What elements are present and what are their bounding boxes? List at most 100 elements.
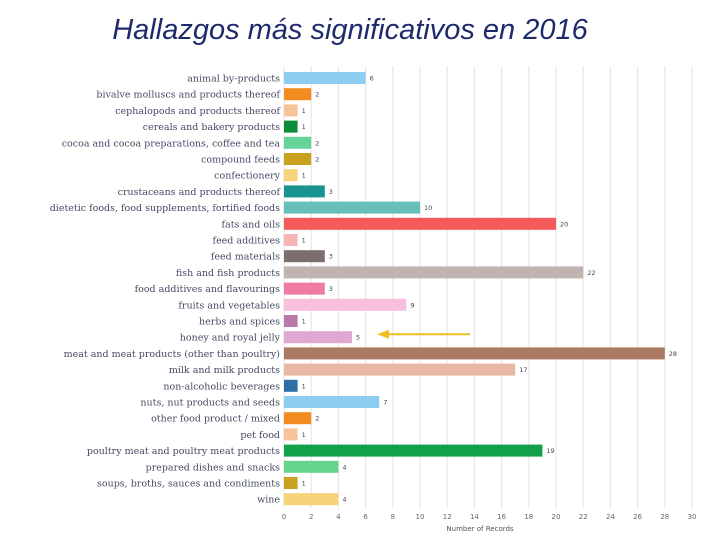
category-label: feed materials (211, 252, 280, 263)
value-label: 3 (329, 188, 333, 196)
bar (284, 153, 312, 165)
x-tick-label: 24 (606, 513, 615, 521)
bar (284, 493, 339, 506)
value-label: 1 (302, 172, 306, 180)
category-label: fruits and vegetables (178, 300, 280, 311)
category-label: meat and meat products (other than poult… (64, 349, 280, 360)
value-label: 4 (342, 496, 346, 504)
bar (284, 104, 298, 117)
category-label: cereals and bakery products (143, 122, 280, 133)
category-label: honey and royal jelly (180, 333, 281, 344)
category-label: food additives and flavourings (135, 284, 281, 295)
bar (284, 185, 325, 198)
bar (284, 201, 420, 214)
bar (284, 460, 339, 473)
value-label: 1 (302, 318, 306, 326)
bar (284, 444, 543, 457)
x-tick-label: 30 (688, 513, 697, 521)
x-tick-label: 28 (660, 513, 669, 521)
category-label: poultry meat and poultry meat products (87, 446, 280, 457)
value-label: 22 (587, 269, 595, 277)
value-label: 17 (519, 366, 527, 374)
x-tick-label: 26 (633, 513, 642, 521)
category-label: fish and fish products (176, 268, 280, 279)
value-label: 1 (302, 107, 306, 115)
value-label: 2 (315, 156, 319, 164)
x-tick-label: 10 (416, 513, 425, 521)
bar (284, 169, 298, 182)
value-label: 2 (315, 139, 319, 147)
x-tick-label: 18 (524, 513, 533, 521)
annotation-arrow (377, 329, 470, 339)
x-tick-label: 4 (336, 513, 341, 521)
value-label: 1 (302, 431, 306, 439)
x-tick-label: 6 (363, 513, 368, 521)
category-label: nuts, nut products and seeds (140, 398, 280, 409)
value-label: 2 (315, 91, 319, 99)
value-label: 1 (302, 123, 306, 131)
bars-group (284, 72, 665, 506)
x-tick-label: 12 (443, 513, 452, 521)
x-axis-title: Number of Records (446, 525, 514, 533)
value-label: 1 (302, 382, 306, 390)
value-label: 28 (669, 350, 677, 358)
bar (284, 428, 298, 441)
bar (284, 88, 312, 101)
value-label: 6 (370, 75, 374, 83)
bar (284, 412, 312, 425)
bar (284, 396, 380, 408)
category-label: milk and milk products (169, 365, 280, 376)
value-label: 4 (342, 463, 346, 471)
bar (284, 250, 325, 263)
category-labels: animal by-products bivalve molluscs and p… (50, 74, 282, 506)
gridlines (283, 66, 693, 508)
x-tick-label: 0 (282, 513, 286, 521)
category-label: fats and oils (222, 219, 281, 230)
bar (284, 120, 298, 133)
value-label: 10 (424, 204, 432, 212)
bar (284, 347, 665, 360)
bar (284, 331, 352, 344)
bar (284, 266, 584, 279)
bar (284, 477, 298, 489)
category-label: prepared dishes and snacks (146, 462, 281, 473)
category-label: confectionery (214, 171, 280, 182)
category-label: cocoa and cocoa preparations, coffee and… (62, 138, 281, 149)
bar (284, 234, 298, 246)
value-label: 2 (315, 415, 319, 423)
x-tick-label: 2 (309, 513, 313, 521)
x-tick-labels: 0 2 4 6 8 10 12 14 16 18 20 22 24 26 28 30 (282, 513, 697, 521)
bar (284, 282, 325, 295)
category-label: dietetic foods, food supplements, fortif… (50, 203, 280, 214)
arrow-head (377, 329, 389, 339)
bar (284, 315, 298, 327)
category-label: non-alcoholic beverages (163, 381, 280, 392)
value-label: 5 (356, 334, 360, 342)
x-tick-label: 20 (552, 513, 561, 521)
bar (284, 363, 516, 376)
bar (284, 379, 298, 392)
x-tick-label: 14 (470, 513, 479, 521)
x-tick-label: 22 (579, 513, 588, 521)
value-label: 7 (383, 399, 387, 407)
value-label: 19 (546, 447, 554, 455)
value-label: 20 (560, 220, 568, 228)
value-label: 1 (302, 237, 306, 245)
category-label: soups, broths, sauces and condiments (97, 479, 280, 490)
category-label: compound feeds (201, 155, 280, 166)
category-label: herbs and spices (199, 317, 280, 328)
x-tick-label: 16 (497, 513, 506, 521)
bar (284, 72, 366, 84)
category-label: cephalopods and products thereof (115, 106, 281, 117)
bar (284, 217, 556, 230)
slide-title: Hallazgos más significativos en 2016 (112, 14, 588, 46)
category-label: animal by-products (187, 74, 280, 85)
bar (284, 136, 312, 149)
value-label: 3 (329, 285, 333, 293)
category-label: pet food (240, 430, 280, 441)
value-label: 9 (410, 301, 414, 309)
category-label: bivalve molluscs and products thereof (96, 90, 281, 101)
value-label: 1 (302, 480, 306, 488)
